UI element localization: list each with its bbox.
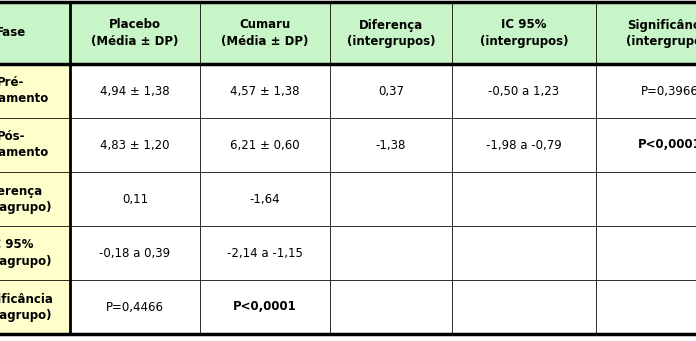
Text: 4,57 ± 1,38: 4,57 ± 1,38: [230, 85, 300, 98]
Bar: [452, 226, 596, 280]
Text: P<0,0001: P<0,0001: [638, 138, 696, 151]
Text: P<0,0001: P<0,0001: [233, 300, 297, 313]
Text: 4,94 ± 1,38: 4,94 ± 1,38: [100, 85, 170, 98]
Bar: [200, 226, 330, 280]
Bar: [200, 2, 330, 64]
Bar: [70, 64, 200, 118]
Bar: [596, 172, 696, 226]
Text: -0,18 a 0,39: -0,18 a 0,39: [100, 247, 171, 260]
Bar: [0, 64, 70, 118]
Bar: [452, 172, 596, 226]
Bar: [330, 2, 452, 64]
Bar: [70, 280, 200, 334]
Bar: [452, 2, 596, 64]
Text: -1,38: -1,38: [376, 138, 406, 151]
Text: Pós-
tratamento: Pós- tratamento: [0, 131, 49, 160]
Bar: [200, 172, 330, 226]
Bar: [0, 118, 70, 172]
Text: Diferença
(intragrupo): Diferença (intragrupo): [0, 184, 52, 213]
Text: Significância
(intergrupos): Significância (intergrupos): [626, 18, 696, 47]
Bar: [0, 172, 70, 226]
Bar: [596, 280, 696, 334]
Text: Placebo
(Média ± DP): Placebo (Média ± DP): [91, 18, 179, 47]
Text: Cumaru
(Média ± DP): Cumaru (Média ± DP): [221, 18, 309, 47]
Text: Significância
(intragrupo): Significância (intragrupo): [0, 293, 54, 322]
Bar: [452, 118, 596, 172]
Bar: [452, 280, 596, 334]
Bar: [330, 172, 452, 226]
Bar: [596, 118, 696, 172]
Text: P=0,4466: P=0,4466: [106, 300, 164, 313]
Text: -1,98 a -0,79: -1,98 a -0,79: [486, 138, 562, 151]
Bar: [200, 64, 330, 118]
Bar: [330, 280, 452, 334]
Text: IC 95%
(intergrupos): IC 95% (intergrupos): [480, 18, 568, 47]
Text: Fase: Fase: [0, 27, 26, 40]
Text: 4,83 ± 1,20: 4,83 ± 1,20: [100, 138, 170, 151]
Text: 6,21 ± 0,60: 6,21 ± 0,60: [230, 138, 300, 151]
Bar: [330, 118, 452, 172]
Bar: [0, 2, 70, 64]
Bar: [0, 280, 70, 334]
Text: P=0,3966: P=0,3966: [641, 85, 696, 98]
Text: 0,11: 0,11: [122, 193, 148, 206]
Bar: [596, 2, 696, 64]
Bar: [330, 226, 452, 280]
Bar: [596, 226, 696, 280]
Bar: [330, 64, 452, 118]
Bar: [200, 118, 330, 172]
Bar: [70, 226, 200, 280]
Bar: [70, 2, 200, 64]
Bar: [0, 226, 70, 280]
Text: -0,50 a 1,23: -0,50 a 1,23: [489, 85, 560, 98]
Bar: [70, 172, 200, 226]
Bar: [452, 64, 596, 118]
Text: 0,37: 0,37: [378, 85, 404, 98]
Text: Diferença
(intergrupos): Diferença (intergrupos): [347, 18, 435, 47]
Bar: [200, 280, 330, 334]
Bar: [596, 64, 696, 118]
Text: IC 95%
(intragrupo): IC 95% (intragrupo): [0, 238, 52, 267]
Text: -2,14 a -1,15: -2,14 a -1,15: [227, 247, 303, 260]
Bar: [70, 118, 200, 172]
Text: -1,64: -1,64: [250, 193, 280, 206]
Text: Pré-
tratamento: Pré- tratamento: [0, 76, 49, 105]
